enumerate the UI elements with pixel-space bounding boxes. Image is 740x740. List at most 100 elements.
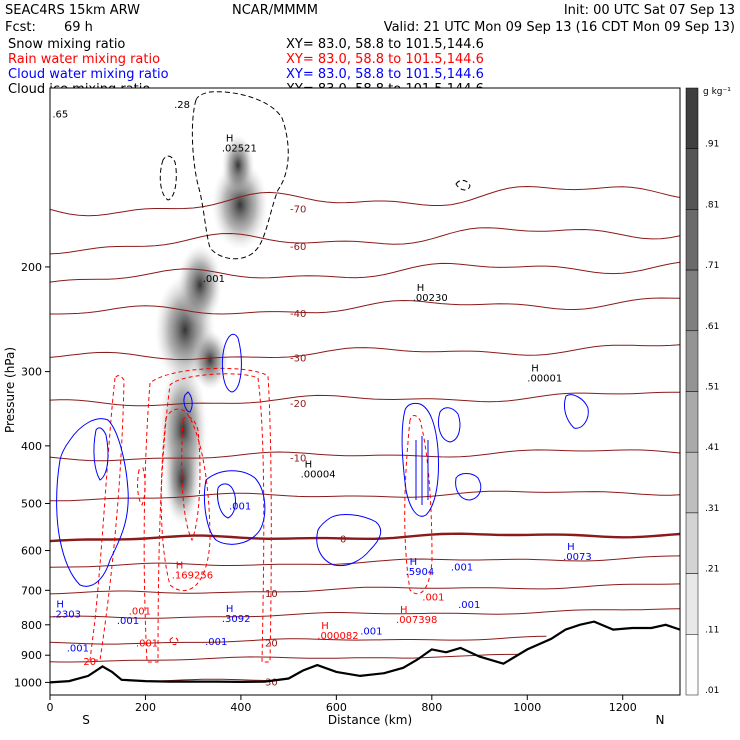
cloud-ice-contours bbox=[159, 91, 471, 260]
colorbar-swatch bbox=[685, 573, 699, 635]
fcst-value: 69 h bbox=[64, 20, 93, 35]
temperature-contour bbox=[50, 449, 680, 462]
cloud-water-contour bbox=[93, 427, 109, 481]
maximum-value-label: .001 bbox=[205, 637, 227, 648]
temperature-contour-label: -20 bbox=[290, 399, 306, 410]
cloud-water-contour bbox=[415, 436, 429, 505]
maximum-marker: H bbox=[567, 542, 575, 553]
maximum-marker: H bbox=[400, 605, 408, 616]
south-label: S bbox=[82, 713, 90, 727]
maximum-value-label: .001 bbox=[67, 644, 89, 655]
cloud-water-contour bbox=[437, 407, 461, 443]
temperature-contour-label: 30 bbox=[265, 677, 278, 688]
terrain-line bbox=[50, 620, 680, 684]
colorbar-swatch bbox=[685, 330, 699, 392]
temperature-contour bbox=[50, 227, 680, 255]
rain-contour bbox=[160, 408, 211, 591]
y-tick-label: 600 bbox=[21, 545, 42, 558]
colorbar-label: .71 bbox=[705, 261, 719, 271]
colorbar-swatch bbox=[685, 209, 699, 271]
temperature-contour bbox=[50, 261, 680, 283]
colorbar-label: .51 bbox=[705, 383, 719, 393]
y-tick-label: 200 bbox=[21, 261, 42, 274]
maximum-value-label: .001 bbox=[229, 502, 251, 513]
y-tick-label: 800 bbox=[21, 619, 42, 632]
rain-contour bbox=[404, 415, 433, 595]
temperature-contour bbox=[50, 608, 680, 619]
colorbar: .91 .81 .71 .61 .51 .41 .31 .21 .11 .01 bbox=[685, 87, 719, 696]
cloud-water-contour bbox=[217, 483, 236, 519]
maximum-value-label: .65 bbox=[52, 109, 68, 120]
cloud-water-contour bbox=[455, 473, 482, 501]
temperature-contour bbox=[50, 635, 547, 645]
temperature-contour-label: -30 bbox=[290, 353, 306, 364]
field-snow-xy: XY= 83.0, 58.8 to 101.5,144.6 bbox=[286, 37, 484, 52]
maximum-value-label: 20 bbox=[83, 657, 96, 668]
temperature-contour-label: -10 bbox=[290, 453, 306, 464]
maximum-marker: H bbox=[321, 621, 329, 632]
y-tick-label: 500 bbox=[21, 497, 42, 510]
x-tick-label: 400 bbox=[230, 701, 251, 714]
colorbar-label: .81 bbox=[705, 200, 719, 210]
temperature-contour bbox=[50, 532, 680, 543]
temperature-contour bbox=[50, 185, 680, 217]
colorbar-label: .21 bbox=[705, 565, 719, 575]
temperature-contour bbox=[50, 391, 680, 407]
north-label: N bbox=[656, 713, 665, 727]
temperature-contour-label: 0 bbox=[340, 535, 346, 546]
colorbar-label: .61 bbox=[705, 322, 719, 332]
colorbar-swatch bbox=[685, 148, 699, 210]
maximum-value-label: .001 bbox=[422, 592, 444, 603]
colorbar-swatch bbox=[685, 269, 699, 332]
maximum-marker: H bbox=[176, 560, 184, 571]
maximum-value-label: .2303 bbox=[52, 610, 81, 621]
maximum-value-label: .001 bbox=[203, 274, 225, 285]
rain-contour bbox=[137, 467, 146, 506]
rain-contour bbox=[169, 637, 179, 645]
maximum-value-label: .00230 bbox=[413, 293, 448, 304]
maximum-value-label: .007398 bbox=[396, 615, 437, 626]
maximum-marker: H bbox=[417, 283, 425, 294]
y-tick-label: 400 bbox=[21, 440, 42, 453]
temperature-contour-label: -60 bbox=[290, 242, 306, 253]
maximum-value-label: .5904 bbox=[406, 567, 435, 578]
plot-frame bbox=[49, 87, 681, 696]
x-tick-label: 1200 bbox=[609, 701, 637, 714]
colorbar-swatch bbox=[685, 451, 699, 514]
maximum-marker: H bbox=[305, 459, 313, 470]
maximum-marker: H bbox=[226, 604, 234, 615]
colorbar-label: .11 bbox=[705, 625, 719, 635]
x-tick-label: 1000 bbox=[513, 701, 541, 714]
cloud-water-contour bbox=[183, 391, 193, 413]
temperature-contour bbox=[50, 555, 680, 568]
maximum-value-label: .28 bbox=[174, 100, 190, 111]
maximum-value-label: .001 bbox=[117, 616, 139, 627]
field-rain-xy: XY= 83.0, 58.8 to 101.5,144.6 bbox=[286, 52, 484, 67]
valid-time: Valid: 21 UTC Mon 09 Sep 13 (16 CDT Mon … bbox=[384, 20, 735, 35]
y-tick-label: 700 bbox=[21, 584, 42, 597]
maximum-value-label: .00001 bbox=[527, 374, 562, 385]
cloud-water-contours bbox=[56, 333, 589, 587]
temperature-contour bbox=[154, 678, 270, 682]
maximum-marker: H bbox=[410, 557, 418, 568]
field-snow-name: Snow mixing ratio bbox=[8, 37, 125, 52]
rain-contour bbox=[143, 367, 272, 663]
maximum-marker: H bbox=[226, 134, 234, 145]
colorbar-swatch bbox=[685, 87, 699, 149]
maximum-value-label: .000082 bbox=[317, 631, 358, 642]
x-tick-label: 200 bbox=[135, 701, 156, 714]
cloud-ice-contour bbox=[159, 155, 177, 201]
cloud-water-contour bbox=[221, 333, 242, 393]
y-tick-label: 300 bbox=[21, 366, 42, 379]
temperature-contour-label: -70 bbox=[290, 204, 306, 215]
temperature-contour bbox=[50, 344, 680, 361]
x-tick-label: 800 bbox=[421, 701, 442, 714]
maxima-labels: H.02521.001H.00230H.00001H.00004.001H.16… bbox=[52, 100, 591, 668]
cloud-water-contour bbox=[401, 402, 439, 517]
cloud-water-contour bbox=[563, 394, 589, 429]
colorbar-label: .31 bbox=[705, 504, 719, 514]
temperature-contour-label: 20 bbox=[265, 638, 278, 649]
x-tick-label: 0 bbox=[47, 701, 54, 714]
